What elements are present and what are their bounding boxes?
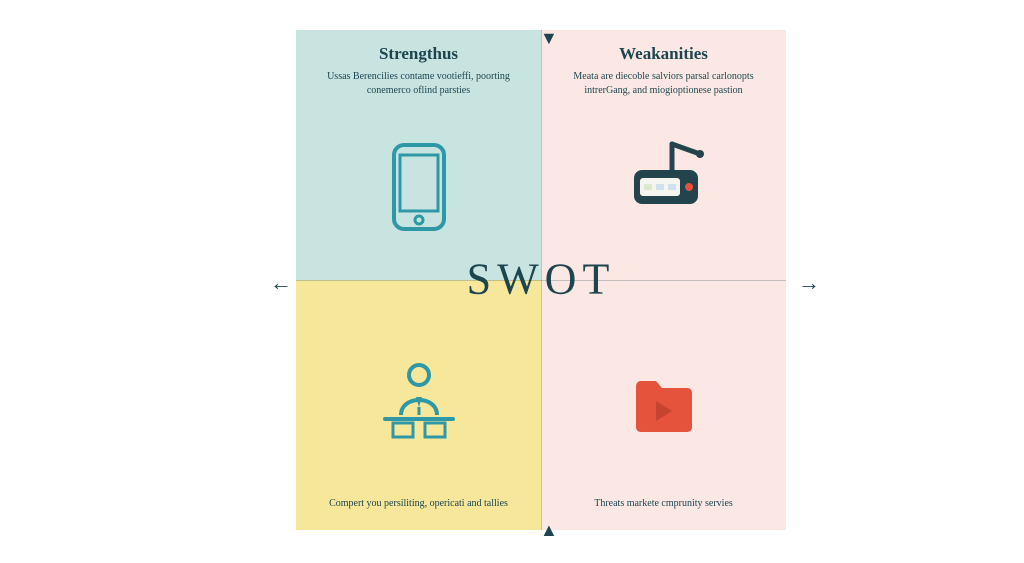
- arrow-top-icon: ▼: [540, 28, 558, 49]
- arrow-right-icon: →: [798, 270, 820, 296]
- strengths-heading: Strengthus: [314, 44, 523, 64]
- swot-diagram: Strengthus Ussas Berencilies contame voo…: [296, 30, 786, 530]
- center-title-left: SW: [467, 254, 545, 303]
- quadrant-strengths: Strengthus Ussas Berencilies contame voo…: [296, 30, 541, 280]
- weaknesses-description: Meata are diecoble salviors parsal carlo…: [559, 70, 768, 97]
- folder-icon: [559, 314, 768, 497]
- weaknesses-heading: Weakanities: [559, 44, 768, 64]
- opportunities-description: Compert you persiliting, opericati and t…: [314, 497, 523, 511]
- quadrant-threats: Threats markete cmprunity servies: [541, 280, 786, 530]
- quadrant-weaknesses: Weakanities Meata are diecoble salviors …: [541, 30, 786, 280]
- arrow-bottom-icon: ▲: [540, 520, 558, 541]
- quadrant-opportunities: Compert you persiliting, opericati and t…: [296, 280, 541, 530]
- person-desk-icon: [314, 314, 523, 497]
- strengths-description: Ussas Berencilies contame vootieffi, poo…: [314, 70, 523, 97]
- swot-grid: Strengthus Ussas Berencilies contame voo…: [296, 30, 786, 530]
- arrow-left-icon: ←: [270, 270, 292, 296]
- center-title: SWOT: [467, 253, 616, 304]
- device-antenna-icon: [559, 97, 768, 266]
- threats-description: Threats markete cmprunity servies: [559, 497, 768, 511]
- center-title-right: OT: [545, 254, 616, 303]
- smartphone-icon: [314, 107, 523, 266]
